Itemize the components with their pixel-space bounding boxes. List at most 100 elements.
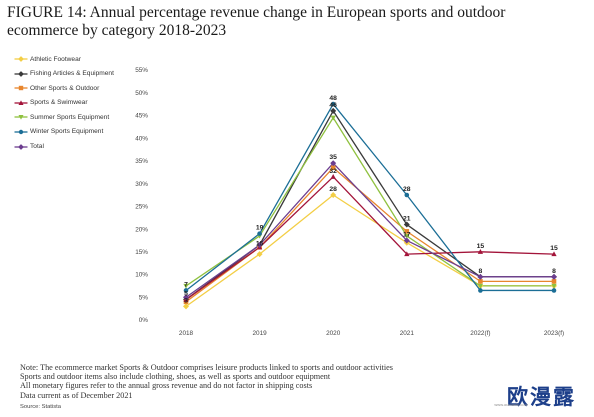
legend-label: Summer Sports Equipment [30, 113, 110, 121]
data-point [551, 273, 557, 280]
watermark-url: www.oumanlu.com [494, 402, 528, 407]
data-point [330, 101, 336, 107]
data-label: 35 [329, 154, 337, 161]
series-line [185, 162, 554, 298]
data-label: 15 [477, 243, 485, 250]
note-line: All monetary figures refer to the annual… [20, 381, 313, 391]
data-point [330, 174, 336, 179]
y-axis: 0% 5% 10% 15% 20% 25% 30% 35% 40% 45% 50% 55% [135, 67, 148, 324]
data-point [330, 115, 336, 121]
legend-swatch-icon [14, 56, 28, 62]
data-point [330, 107, 337, 114]
legend-swatch-icon [14, 100, 28, 105]
chart-title: FIGURE 14: Annual percentage revenue cha… [7, 4, 506, 39]
y-tick-label: 55% [135, 67, 148, 74]
data-point [256, 251, 263, 258]
data-label: 46 [329, 102, 337, 109]
legend-item: Sports & Swimwear [14, 96, 114, 110]
y-tick-label: 20% [135, 226, 148, 233]
x-tick-label: 2021 [400, 330, 415, 337]
y-tick-label: 35% [135, 158, 148, 165]
legend-item: Total [14, 140, 114, 154]
data-point [330, 192, 337, 198]
data-point [183, 299, 189, 305]
y-tick-label: 5% [139, 294, 149, 301]
data-point [404, 233, 410, 239]
y-tick-label: 30% [135, 181, 148, 188]
data-point [183, 294, 189, 301]
x-axis: 2018 2019 2020 2021 2022(f) 2023(f) [179, 330, 564, 337]
source-text: Source: Statista [20, 404, 61, 410]
data-label: 48 [329, 95, 337, 102]
data-point [183, 283, 189, 289]
data-label: 15 [256, 241, 264, 248]
data-point [551, 288, 557, 293]
x-tick-label: 2019 [252, 330, 267, 337]
y-tick-label: 45% [135, 113, 148, 120]
chart-legend: Athletic Footwear Fishing Articles & Equi… [14, 52, 114, 154]
data-label: 8 [479, 268, 483, 275]
data-point [551, 251, 557, 257]
note-line: Note: The ecommerce market Sports & Outd… [20, 363, 393, 372]
data-label: 19 [256, 225, 264, 232]
legend-swatch-icon [14, 143, 28, 150]
data-label: 3 [184, 297, 188, 304]
legend-label: Other Sports & Outdoor [30, 84, 100, 92]
data-point [183, 303, 189, 310]
legend-swatch-icon [14, 129, 28, 135]
legend-label: Winter Sports Equipment [30, 128, 104, 136]
data-point [404, 192, 410, 198]
y-tick-label: 50% [135, 90, 148, 97]
legend-label: Sports & Swimwear [30, 99, 88, 107]
data-point [478, 288, 483, 293]
data-label: 5 [184, 291, 188, 298]
y-tick-label: 15% [135, 249, 148, 256]
data-point [478, 279, 483, 284]
data-label: 17 [403, 231, 411, 238]
data-point [404, 229, 410, 234]
legend-label: Fishing Articles & Equipment [30, 70, 114, 78]
note-line: Sports and outdoor items also include cl… [20, 372, 331, 382]
y-tick-label: 25% [135, 204, 148, 211]
x-tick-label: 2018 [179, 330, 194, 337]
data-point [551, 283, 557, 289]
series-line [185, 103, 554, 292]
legend-item: Athletic Footwear [14, 52, 114, 66]
series-lines [185, 103, 555, 307]
legend-item: Other Sports & Outdoor [14, 81, 114, 95]
data-point [257, 231, 262, 236]
data-point [404, 251, 410, 257]
legend-swatch-icon [14, 115, 28, 121]
y-tick-label: 40% [135, 135, 148, 142]
series-line [185, 117, 554, 287]
note-line: Data current as of December 2021 [20, 390, 133, 400]
legend-item: Fishing Articles & Equipment [14, 67, 114, 81]
data-label: 7 [184, 281, 188, 288]
x-tick-label: 2023(f) [544, 330, 564, 337]
data-label: 28 [329, 186, 337, 193]
data-label: 28 [403, 186, 411, 193]
watermark-logo: 欧漫露 [507, 385, 576, 409]
data-point [403, 221, 410, 228]
series-markers [183, 101, 557, 310]
legend-item: Summer Sports Equipment [14, 110, 114, 124]
x-tick-label: 2022(f) [470, 330, 490, 337]
legend-swatch-icon [14, 70, 28, 77]
legend-swatch-icon [14, 85, 28, 91]
legend-item: Winter Sports Equipment [14, 125, 114, 139]
series-line [185, 194, 554, 307]
data-point [477, 249, 484, 254]
data-point [183, 288, 189, 293]
data-point [256, 242, 263, 248]
data-point [477, 273, 484, 280]
chart-notes: Note: The ecommerce market Sports & Outd… [20, 363, 490, 400]
legend-label: Athletic Footwear [30, 55, 81, 63]
y-tick-label: 0% [139, 317, 149, 324]
data-point [330, 165, 336, 171]
data-label: 8 [552, 268, 556, 275]
x-tick-label: 2020 [326, 330, 341, 337]
data-point [403, 237, 410, 244]
data-point [477, 283, 484, 289]
